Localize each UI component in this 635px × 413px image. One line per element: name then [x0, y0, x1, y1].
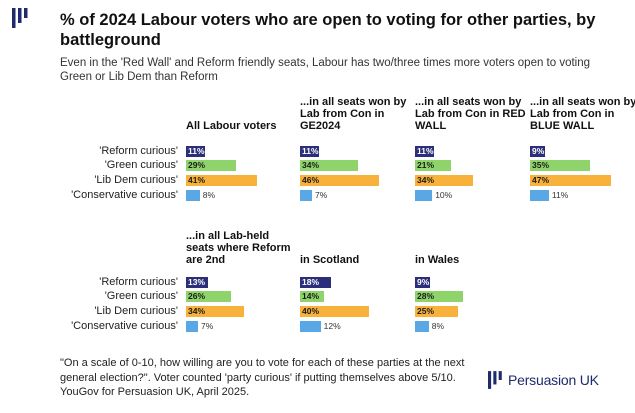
- data-label: 11%: [188, 146, 205, 156]
- bar: [415, 306, 458, 317]
- bar: [186, 146, 205, 157]
- bar: [415, 146, 434, 157]
- data-label: 29%: [188, 160, 206, 170]
- bar: [300, 146, 319, 157]
- row-label: 'Reform curious': [99, 145, 178, 157]
- bar: [186, 175, 257, 186]
- chart-subtitle: Even in the 'Red Wall' and Reform friend…: [60, 57, 591, 83]
- bar: [300, 190, 313, 201]
- panel-title: ...in all Lab-held seats where Reform ar…: [186, 230, 291, 266]
- data-label: 40%: [302, 306, 320, 316]
- data-label: 34%: [417, 175, 435, 185]
- data-label: 11%: [302, 146, 319, 156]
- data-label: 7%: [201, 321, 214, 331]
- data-label: 7%: [315, 190, 328, 200]
- row-label: 'Reform curious': [99, 276, 178, 288]
- panel-title: ...in all seats won by Lab from Con in G…: [300, 96, 407, 132]
- row-label: 'Lib Dem curious': [94, 174, 178, 186]
- bar: [415, 175, 474, 186]
- bar: [186, 277, 209, 288]
- data-label: 34%: [188, 306, 206, 316]
- bar: [530, 146, 546, 157]
- data-label: 28%: [417, 291, 435, 301]
- bar: [186, 321, 199, 332]
- data-label: 47%: [532, 175, 550, 185]
- data-label: 9%: [532, 146, 545, 156]
- data-label: 8%: [202, 190, 216, 200]
- panel-title: All Labour voters: [186, 120, 277, 132]
- bar: [415, 291, 464, 302]
- row-label: 'Conservative curious': [71, 320, 178, 332]
- bar: [300, 321, 321, 332]
- bar: [300, 306, 369, 317]
- row-label: 'Green curious': [104, 159, 178, 171]
- panel-title: in Wales: [415, 254, 460, 266]
- data-label: 12%: [323, 321, 341, 331]
- bar: [415, 277, 431, 288]
- persuasion-logo-icon: [12, 8, 28, 28]
- bar: [186, 160, 236, 171]
- data-label: 11%: [551, 190, 569, 200]
- bar: [415, 190, 433, 201]
- brand-logo: Persuasion UK: [488, 370, 599, 390]
- bar: [186, 291, 231, 302]
- data-label: 9%: [417, 277, 430, 287]
- bar: [300, 175, 380, 186]
- bar: [186, 190, 200, 201]
- data-label: 18%: [302, 277, 320, 287]
- data-label: 34%: [302, 160, 320, 170]
- bar: [415, 160, 452, 171]
- data-label: 14%: [302, 291, 320, 301]
- data-label: 35%: [532, 160, 550, 170]
- data-label: 10%: [435, 190, 453, 200]
- bar: [186, 306, 245, 317]
- panel-title: ...in all seats won by Lab from Con in B…: [530, 96, 635, 132]
- data-label: 8%: [431, 321, 445, 331]
- data-label: 41%: [188, 175, 206, 185]
- source-note: "On a scale of 0-10, how willing are you…: [60, 357, 465, 398]
- chart-title: % of 2024 Labour voters who are open to …: [60, 11, 596, 49]
- row-label: 'Lib Dem curious': [94, 305, 178, 317]
- bar: [300, 291, 325, 302]
- brand-name: Persuasion UK: [508, 372, 599, 388]
- row-label: 'Green curious': [104, 290, 178, 302]
- data-label: 26%: [188, 291, 206, 301]
- bar: [415, 321, 429, 332]
- bar: [530, 175, 611, 186]
- data-label: 11%: [417, 146, 434, 156]
- brand-mark-icon: [488, 371, 502, 389]
- bar: [300, 160, 359, 171]
- data-label: 13%: [188, 277, 206, 287]
- data-label: 21%: [417, 160, 435, 170]
- data-label: 46%: [302, 175, 320, 185]
- panel-title: ...in all seats won by Lab from Con in R…: [415, 96, 526, 132]
- row-label: 'Conservative curious': [71, 189, 178, 201]
- data-label: 25%: [417, 306, 435, 316]
- bar: [530, 160, 591, 171]
- panel-title: in Scotland: [300, 254, 360, 266]
- bar: [300, 277, 331, 288]
- bar: [530, 190, 549, 201]
